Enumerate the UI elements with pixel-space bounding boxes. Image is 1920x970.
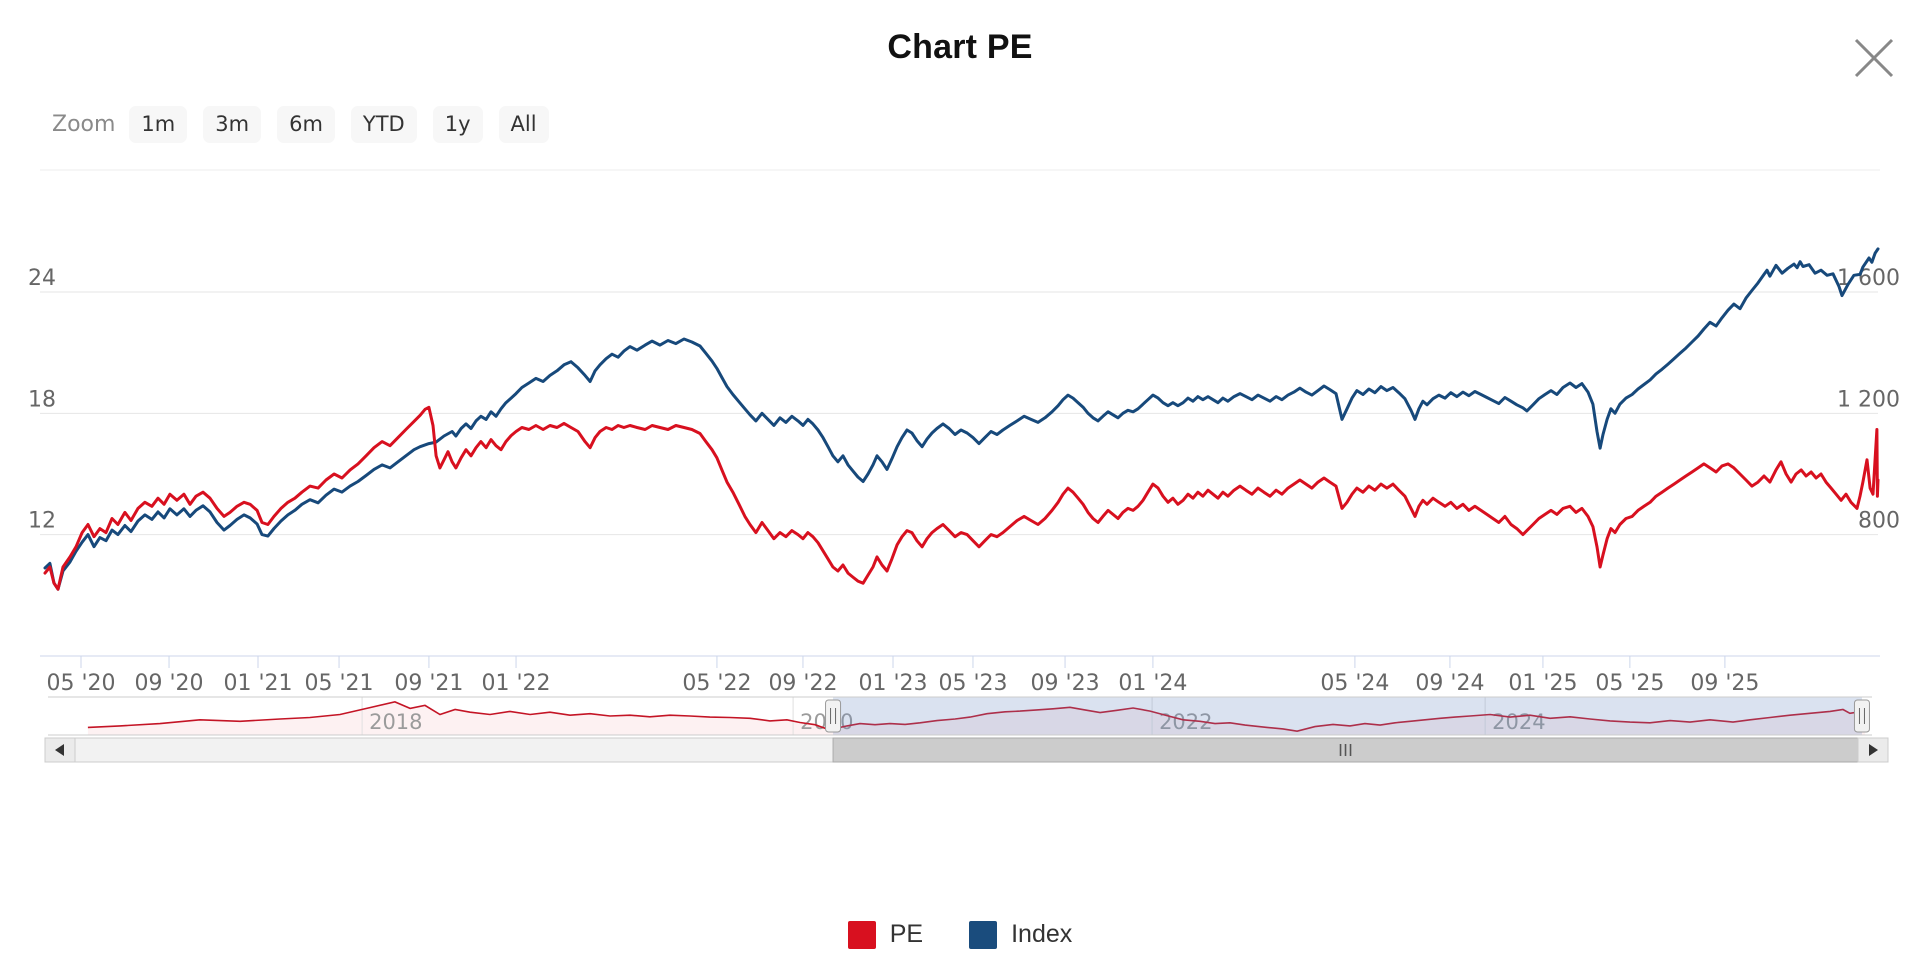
plot-area[interactable] [40,170,1878,656]
navigator-handle-right[interactable] [1853,699,1870,733]
x-axis-label: 01 '21 [223,671,292,696]
zoom-button-1y[interactable]: 1y [432,106,483,144]
x-axis-label: 09 '20 [135,671,204,696]
chart-legend: PE Index [0,920,1920,949]
close-button[interactable] [1846,30,1902,86]
y-axis-right-label: 1 200 [1837,387,1900,412]
x-axis-label: 01 '24 [1118,671,1187,696]
navigator-series-line [87,701,1866,733]
x-axis-label: 05 '22 [682,671,751,696]
navigator-area [87,701,1866,735]
zoom-toolbar: Zoom 1m 3m 6m YTD 1y All [52,106,565,144]
legend-label: Index [1011,920,1073,948]
legend-item-index[interactable]: Index [969,920,1072,949]
scrollbar-left-arrow-icon [55,744,64,756]
x-axis-label: 05 '23 [938,671,1007,696]
navigator-selected-mask[interactable] [833,697,1862,735]
navigator-year-label: 2018 [369,710,422,734]
legend-item-pe[interactable]: PE [847,920,924,949]
x-axis-label: 01 '23 [859,671,928,696]
navigator-handle-left[interactable] [825,699,842,733]
legend-swatch-pe [847,920,876,949]
y-axis-right-label: 800 [1858,509,1900,534]
legend-swatch-index [969,920,998,949]
x-axis-label: 09 '24 [1415,671,1484,696]
scrollbar-right-button[interactable] [1857,737,1889,763]
x-axis-label: 09 '23 [1031,671,1100,696]
zoom-button-1m[interactable]: 1m [129,106,188,144]
x-axis-label: 05 '21 [305,671,374,696]
zoom-button-all[interactable]: All [498,106,549,144]
close-icon [1854,38,1894,78]
navigator-year-label: 2024 [1492,710,1545,734]
y-axis-left-label: 18 [28,387,56,412]
zoom-buttons-group: 1m 3m 6m YTD 1y All [129,106,564,144]
series-index-line [43,247,1880,591]
zoom-button-6m[interactable]: 6m [277,106,335,144]
zoom-button-3m[interactable]: 3m [203,106,262,144]
y-axis-left-label: 24 [28,266,56,291]
series-pe-line [43,405,1880,591]
y-axis-left-label: 12 [28,509,56,534]
x-axis-label: 05 '24 [1320,671,1389,696]
x-axis-label: 01 '25 [1508,671,1577,696]
x-axis-label: 09 '21 [394,671,463,696]
x-axis-label: 09 '22 [768,671,837,696]
scrollbar-right-arrow-icon [1869,744,1878,756]
page-title: Chart PE [887,28,1033,66]
legend-label: PE [889,920,924,948]
x-axis-label: 09 '25 [1690,671,1759,696]
scrollbar-left-button[interactable] [44,737,76,763]
zoom-label: Zoom [52,112,116,138]
x-axis-label: 05 '20 [46,671,115,696]
x-axis-label: 05 '25 [1595,671,1664,696]
x-axis-label: 01 '22 [482,671,551,696]
zoom-button-ytd[interactable]: YTD [350,106,417,144]
